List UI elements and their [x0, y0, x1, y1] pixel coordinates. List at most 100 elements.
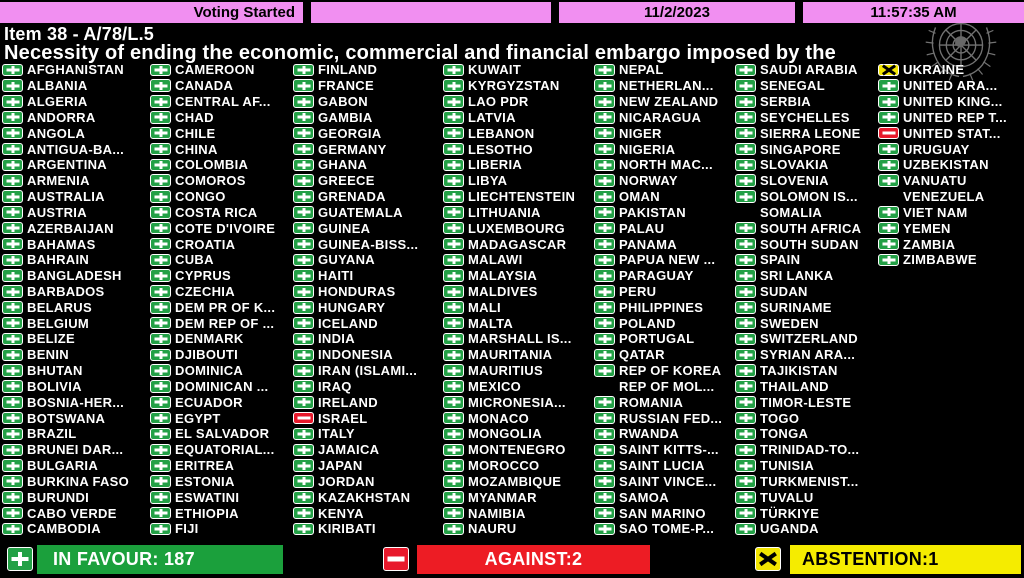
country-name: GRENADA: [318, 189, 386, 205]
country-row: PALAU: [594, 220, 741, 236]
vote-in-favour-icon: [150, 316, 171, 330]
vote-in-favour-icon: [2, 316, 23, 330]
abstention-total: ABSTENTION:1: [790, 545, 1021, 574]
country-row: SAN MARINO: [594, 505, 741, 521]
country-row: GEORGIA: [293, 125, 440, 141]
vote-in-favour-icon: [2, 411, 23, 425]
vote-in-favour-icon: [443, 111, 464, 124]
country-name: NAURU: [468, 521, 517, 537]
vote-in-favour-icon: [735, 411, 756, 425]
country-row: ALGERIA: [2, 94, 149, 110]
vote-in-favour-icon: [293, 427, 314, 441]
country-row: NIGER: [594, 125, 741, 141]
country-row: BELGIUM: [2, 315, 149, 331]
vote-in-favour-icon: [878, 95, 899, 108]
country-row: KUWAIT: [443, 62, 590, 78]
vote-in-favour-icon: [293, 63, 314, 77]
country-name: ALBANIA: [27, 78, 88, 94]
country-row: DOMINICA: [150, 363, 297, 379]
country-row: DEM REP OF ...: [150, 315, 297, 331]
country-name: CAMBODIA: [27, 521, 101, 537]
country-row: GHANA: [293, 157, 440, 173]
vote-in-favour-icon: [594, 348, 615, 362]
country-name: CUBA: [175, 252, 214, 268]
country-name: LITHUANIA: [468, 204, 541, 220]
status-bar-spacer: [311, 2, 551, 23]
vote-in-favour-icon: [594, 95, 615, 108]
country-name: ISRAEL: [318, 410, 368, 426]
vote-column: NEPAL NETHERLAN... NEW ZEALAND NICARAGUA NIG…: [594, 62, 741, 537]
country-row: ETHIOPIA: [150, 505, 297, 521]
vote-in-favour-icon: [150, 301, 171, 314]
country-name: THAILAND: [760, 378, 829, 394]
country-name: PAKISTAN: [619, 204, 686, 220]
vote-in-favour-icon: [443, 443, 464, 457]
vote-in-favour-icon: [878, 142, 899, 156]
against-total: AGAINST:2: [417, 545, 650, 574]
vote-in-favour-icon: [293, 158, 314, 172]
vote-in-favour-icon: [2, 396, 23, 409]
country-name: ARGENTINA: [27, 157, 107, 173]
country-row: BURUNDI: [2, 489, 149, 505]
country-row: IRAN (ISLAMI...: [293, 363, 440, 379]
country-row: REP OF KOREA: [594, 363, 741, 379]
country-row: TURKMENIST...: [735, 474, 882, 490]
country-row: SENEGAL: [735, 78, 882, 94]
country-name: UKRAINE: [903, 62, 965, 78]
vote-in-favour-icon: [2, 269, 23, 282]
country-name: SLOVAKIA: [760, 157, 829, 173]
country-name: CROATIA: [175, 236, 236, 252]
country-row: PAPUA NEW ...: [594, 252, 741, 268]
vote-in-favour-icon: [293, 206, 314, 219]
vote-in-favour-icon: [735, 126, 756, 140]
country-row: NEPAL: [594, 62, 741, 78]
country-name: GUYANA: [318, 252, 375, 268]
country-row: GRENADA: [293, 189, 440, 205]
country-name: ROMANIA: [619, 394, 684, 410]
country-name: UNITED KING...: [903, 94, 1003, 110]
country-name: CANADA: [175, 78, 234, 94]
country-name: ERITREA: [175, 458, 235, 474]
country-row: SURINAME: [735, 299, 882, 315]
country-row: LAO PDR: [443, 94, 590, 110]
country-name: SAUDI ARABIA: [760, 62, 858, 78]
country-row: BELARUS: [2, 299, 149, 315]
country-row: KYRGYZSTAN: [443, 78, 590, 94]
vote-in-favour-icon: [2, 174, 23, 187]
in-favour-legend-icon: [7, 547, 33, 571]
vote-in-favour-icon: [594, 285, 615, 298]
country-name: HAITI: [318, 268, 354, 284]
country-name: TRINIDAD-TO...: [760, 442, 860, 458]
country-row: LIBYA: [443, 173, 590, 189]
country-row: ANTIGUA-BA...: [2, 141, 149, 157]
country-row: SWITZERLAND: [735, 331, 882, 347]
country-row: BAHAMAS: [2, 236, 149, 252]
country-name: ARMENIA: [27, 173, 90, 189]
vote-in-favour-icon: [594, 79, 615, 92]
vote-in-favour-icon: [2, 348, 23, 362]
vote-summary-bar: IN FAVOUR: 187 AGAINST:2 ABSTENTION:1: [0, 544, 1024, 578]
country-name: NIGER: [619, 125, 662, 141]
country-row: VENEZUELA: [878, 189, 1024, 205]
country-row: BHUTAN: [2, 363, 149, 379]
vote-in-favour-icon: [878, 111, 899, 124]
country-row: TIMOR-LESTE: [735, 394, 882, 410]
country-row: ALBANIA: [2, 78, 149, 94]
vote-in-favour-icon: [735, 269, 756, 282]
country-row: DOMINICAN ...: [150, 379, 297, 395]
country-name: MONTENEGRO: [468, 442, 566, 458]
vote-in-favour-icon: [594, 63, 615, 77]
country-name: SAN MARINO: [619, 505, 706, 521]
country-row: EQUATORIAL...: [150, 442, 297, 458]
country-row: NORTH MAC...: [594, 157, 741, 173]
vote-in-favour-icon: [293, 396, 314, 409]
vote-in-favour-icon: [594, 301, 615, 314]
country-name: GHANA: [318, 157, 368, 173]
vote-in-favour-icon: [293, 459, 314, 472]
country-row: SWEDEN: [735, 315, 882, 331]
vote-in-favour-icon: [443, 316, 464, 330]
vote-in-favour-icon: [735, 142, 756, 156]
country-name: PERU: [619, 284, 657, 299]
country-row: MOROCCO: [443, 458, 590, 474]
